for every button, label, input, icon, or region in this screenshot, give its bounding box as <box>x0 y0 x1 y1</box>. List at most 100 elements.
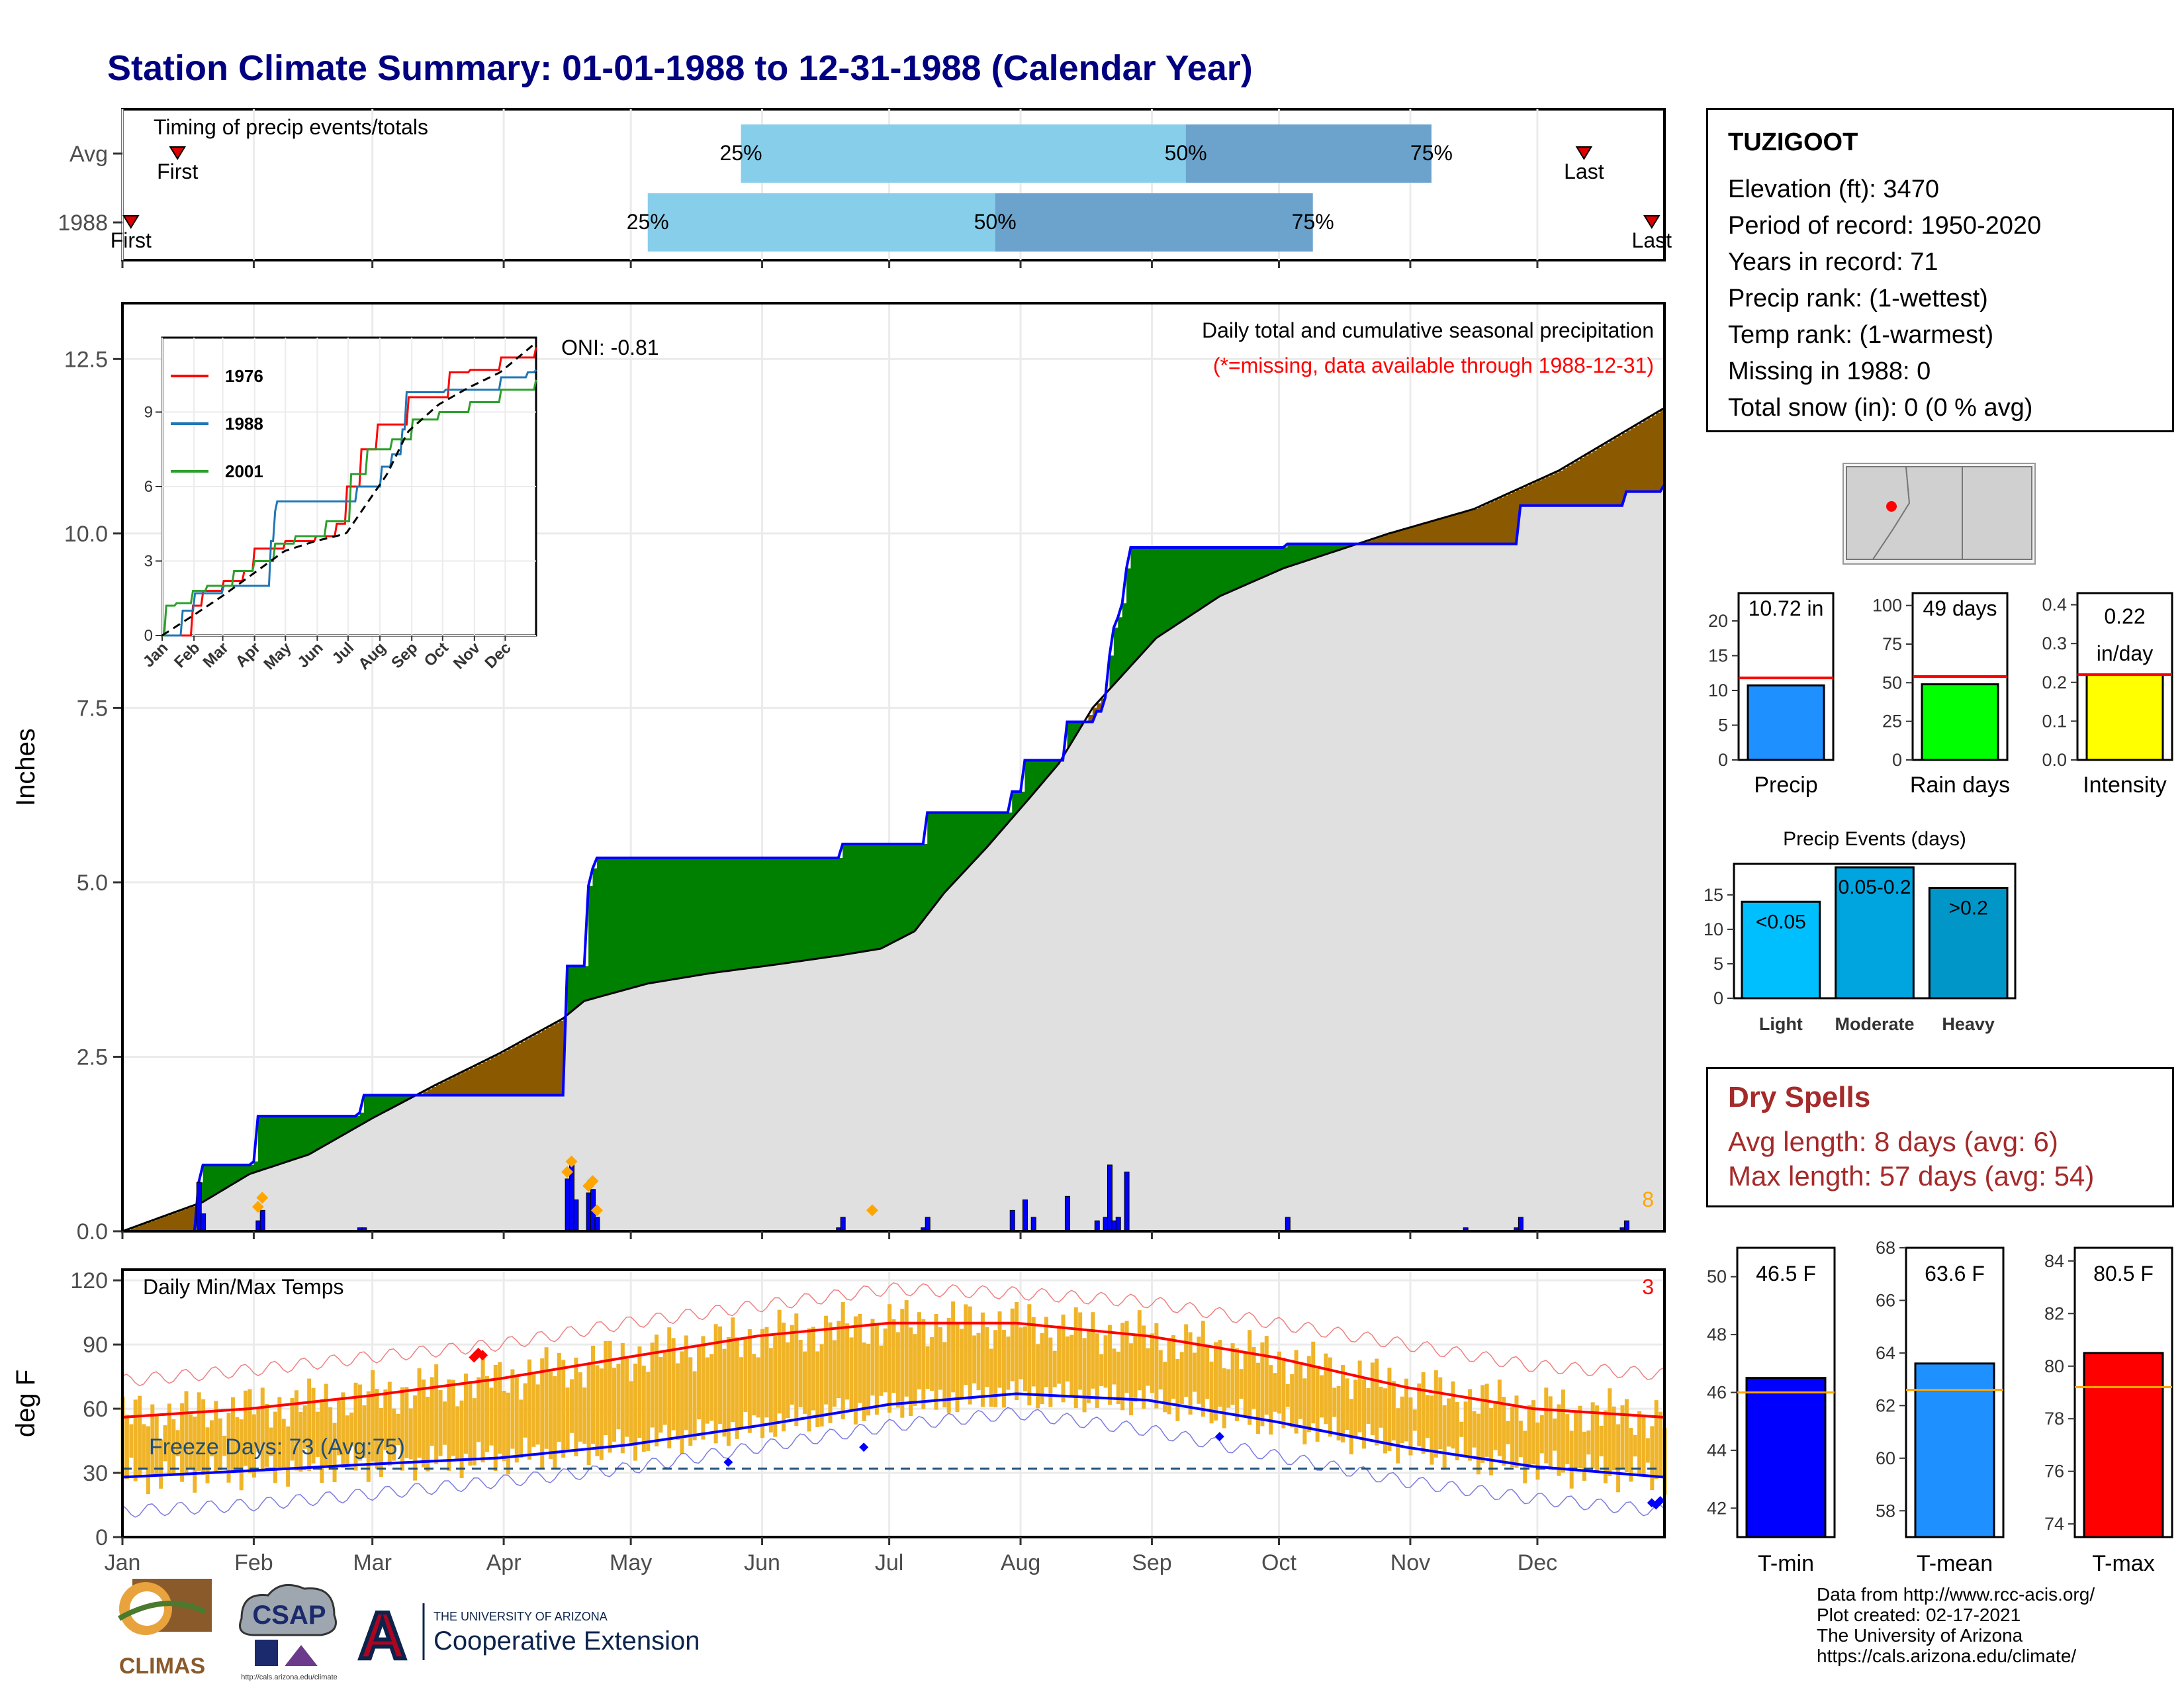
precip-below-normal-fill <box>1567 465 1572 506</box>
precip-above-normal-fill <box>686 858 691 978</box>
precip-y-tick-label: 7.5 <box>77 696 108 721</box>
temp-daily-bar <box>968 1306 972 1405</box>
station-name: TUZIGOOT <box>1728 128 1858 156</box>
precip-daily-bar <box>1124 1171 1130 1232</box>
temp-daily-bar <box>637 1346 642 1438</box>
precip-below-normal-fill <box>1444 517 1449 544</box>
events-title: Precip Events (days) <box>1783 828 1966 850</box>
csap-url: http://cals.arizona.edu/climate <box>241 1673 338 1681</box>
precip-below-normal-fill <box>152 1220 157 1231</box>
precip-below-normal-fill <box>186 1208 191 1231</box>
precip-below-normal-fill <box>1660 410 1665 492</box>
precip-above-normal-fill <box>211 1164 216 1197</box>
ua-a-icon: A <box>359 1599 406 1668</box>
timing-last-label: Last <box>1632 228 1672 252</box>
precip-below-normal-fill <box>1550 474 1555 506</box>
precip-above-normal-fill <box>631 858 636 988</box>
precip-above-normal-fill <box>296 1116 301 1159</box>
timing-bar-50-75 <box>995 193 1313 252</box>
temp-daily-bar <box>239 1419 244 1491</box>
temp-daily-bar <box>1086 1329 1091 1403</box>
mini-value-bar <box>2085 673 2164 761</box>
temp-daily-bar <box>1391 1381 1396 1440</box>
temp-daily-bar <box>1243 1352 1248 1415</box>
precip-above-normal-fill <box>228 1164 234 1187</box>
precip-above-normal-fill <box>1003 812 1009 828</box>
dry-spells-box: Dry Spells Avg length: 8 days (avg: 6) M… <box>1706 1067 2174 1207</box>
precip-above-normal-fill <box>304 1116 310 1156</box>
temp-daily-bar <box>1285 1383 1290 1407</box>
precip-above-normal-fill <box>1113 628 1118 685</box>
temp-daily-bar <box>662 1352 667 1425</box>
temp-daily-bar <box>404 1387 409 1458</box>
temp-avg-max-line <box>122 1321 1665 1419</box>
temp-daily-bar <box>201 1399 206 1476</box>
temp-daily-bar <box>430 1377 434 1446</box>
precip-above-normal-fill <box>584 966 589 1002</box>
temp-daily-bar <box>133 1399 138 1481</box>
timing-p75-label: 75% <box>1410 141 1453 165</box>
events-category-label: Light <box>1759 1014 1803 1034</box>
temp-daily-bar <box>599 1368 604 1460</box>
temp-daily-bar <box>925 1346 930 1389</box>
temp-daily-bar <box>1599 1425 1604 1457</box>
temp-record-max-line <box>122 1282 1665 1387</box>
events-category-label: Heavy <box>1942 1014 1995 1034</box>
temp-daily-bar <box>455 1406 460 1461</box>
temp-daily-bar <box>803 1351 807 1414</box>
mini-category-label: T-mean <box>1917 1551 1993 1576</box>
precip-above-normal-fill <box>617 858 623 992</box>
temp-daily-bar <box>332 1423 337 1483</box>
temp-daily-bar <box>1175 1359 1180 1421</box>
precip-above-normal-fill <box>1261 547 1267 578</box>
precip-above-normal-fill <box>393 1095 398 1107</box>
temp-daily-bar <box>824 1315 829 1405</box>
precip-above-normal-fill <box>673 858 678 980</box>
temp-daily-bar <box>735 1337 739 1439</box>
precip-above-normal-fill <box>588 886 594 1000</box>
precip-below-normal-fill <box>1482 505 1487 544</box>
precip-above-normal-fill <box>622 858 627 991</box>
temp-x-tick-label: Oct <box>1261 1550 1297 1575</box>
temp-daily-bar <box>1506 1421 1510 1444</box>
precip-above-normal-fill <box>1028 760 1034 799</box>
mini-value-label: 49 days <box>1923 596 1997 620</box>
precip-below-normal-fill <box>130 1228 136 1231</box>
inset-legend-label: 1988 <box>225 414 263 434</box>
precip-below-normal-fill <box>1376 538 1381 544</box>
freeze-marker <box>859 1442 869 1452</box>
precip-above-normal-fill <box>1134 547 1140 662</box>
precip-above-normal-fill <box>749 858 754 968</box>
freeze-marker <box>1655 1496 1665 1506</box>
temp-daily-bar <box>230 1397 235 1472</box>
precip-above-normal-fill <box>753 858 758 968</box>
temp-daily-bar <box>1645 1438 1650 1463</box>
events-bar <box>1928 886 2009 1000</box>
temp-daily-bar <box>1510 1407 1515 1468</box>
temp-daily-bar <box>484 1376 489 1452</box>
precip-below-normal-fill <box>1584 455 1589 506</box>
precip-above-normal-fill <box>741 858 746 970</box>
precip-above-normal-fill <box>1190 547 1195 616</box>
temp-daily-bar <box>290 1397 295 1461</box>
precip-below-normal-fill <box>525 1039 530 1096</box>
precip-daily-bar <box>1022 1199 1028 1232</box>
temp-daily-bar <box>506 1392 510 1475</box>
temp-daily-bar <box>535 1384 540 1445</box>
temp-daily-bar <box>1158 1350 1163 1390</box>
temp-y-axis-label: deg F <box>11 1370 40 1437</box>
precip-above-normal-fill <box>694 858 700 976</box>
precip-above-normal-fill <box>829 858 835 957</box>
precip-below-normal-fill <box>516 1044 522 1096</box>
timing-p50-label: 50% <box>974 210 1017 234</box>
precip-below-normal-fill <box>1473 508 1479 544</box>
temp-daily-bar <box>463 1373 468 1454</box>
precip-below-normal-fill <box>1414 526 1420 544</box>
temp-daily-bar <box>251 1414 256 1478</box>
precip-above-normal-fill <box>825 858 831 958</box>
temp-daily-bar <box>1459 1421 1464 1437</box>
temp-daily-bar <box>426 1397 430 1472</box>
temp-daily-bar <box>311 1387 316 1464</box>
temp-daily-bar <box>1349 1399 1353 1455</box>
precip-missing-count: 8 <box>1642 1188 1654 1211</box>
